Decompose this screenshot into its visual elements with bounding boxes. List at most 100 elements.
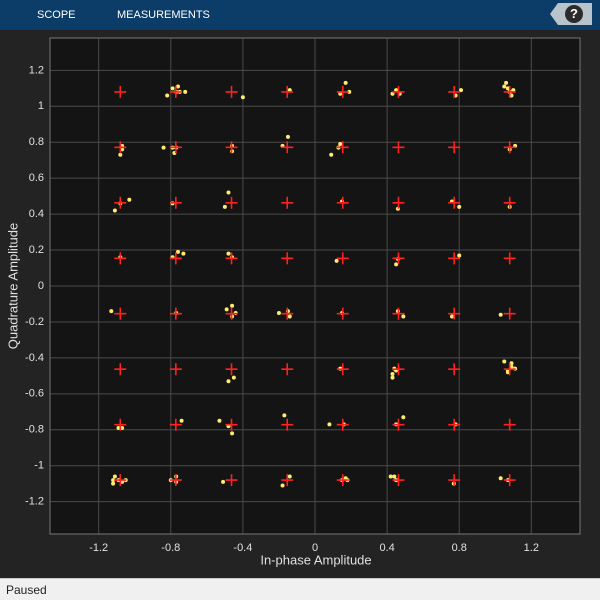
y-tick-label: -1: [34, 460, 44, 472]
received-symbol: [343, 80, 348, 85]
x-tick-label: -0.8: [161, 542, 180, 554]
received-symbol: [285, 134, 290, 139]
y-tick-label: 0.4: [29, 208, 44, 220]
reference-symbol: [114, 363, 127, 376]
reference-symbol: [169, 474, 182, 487]
received-symbol: [388, 474, 393, 479]
reference-symbol: [448, 418, 461, 431]
received-symbol: [450, 314, 455, 319]
received-symbol: [327, 422, 332, 427]
reference-symbol: [336, 418, 349, 431]
received-symbol: [109, 309, 114, 314]
reference-symbol: [448, 307, 461, 320]
plot-frame: [49, 37, 581, 535]
reference-symbol: [169, 196, 182, 209]
received-symbol: [112, 474, 117, 479]
y-tick-label: 1.2: [29, 64, 44, 76]
y-tick-label: -0.8: [25, 424, 44, 436]
received-symbol: [222, 204, 227, 209]
received-symbol: [221, 479, 226, 484]
received-symbol: [394, 262, 399, 267]
reference-symbol: [503, 141, 516, 154]
received-symbol: [390, 372, 395, 377]
reference-symbol: [169, 363, 182, 376]
received-symbol: [175, 249, 180, 254]
received-symbol: [338, 142, 343, 147]
x-tick-label: 0.4: [379, 542, 394, 554]
reference-symbol: [281, 363, 294, 376]
reference-symbol: [392, 141, 405, 154]
status-bar: Paused: [0, 578, 600, 600]
x-tick-label: 0.8: [452, 542, 467, 554]
received-symbol: [112, 208, 117, 213]
y-tick-label: -0.6: [25, 388, 44, 400]
tab[interactable]: MEASUREMENTS: [117, 9, 210, 21]
reference-symbol: [448, 85, 461, 98]
received-symbol: [502, 359, 507, 364]
received-symbol: [498, 312, 503, 317]
received-symbol: [401, 415, 406, 420]
tab[interactable]: SCOPE: [37, 9, 76, 21]
received-symbol: [118, 152, 123, 157]
y-tick-label: -0.4: [25, 352, 44, 364]
reference-symbol: [114, 196, 127, 209]
reference-symbol: [392, 363, 405, 376]
reference-symbol: [114, 418, 127, 431]
received-symbol: [226, 190, 231, 195]
help-button[interactable]: ?: [550, 3, 592, 25]
received-symbol: [127, 197, 132, 202]
received-symbol: [509, 93, 514, 98]
reference-symbol: [281, 196, 294, 209]
reference-symbol: [281, 252, 294, 265]
received-symbol: [280, 483, 285, 488]
reference-symbol: [392, 85, 405, 98]
reference-symbol: [392, 252, 405, 265]
reference-symbol: [225, 141, 238, 154]
reference-symbol: [225, 85, 238, 98]
y-axis-title: Quadrature Amplitude: [5, 223, 20, 349]
reference-symbol: [336, 363, 349, 376]
received-symbol: [509, 364, 514, 369]
received-symbol: [120, 425, 125, 430]
received-symbol: [161, 145, 166, 150]
reference-symbol: [336, 196, 349, 209]
received-symbol: [116, 425, 121, 430]
chart: In-phase Amplitude Quadrature Amplitude …: [5, 37, 581, 567]
reference-symbol: [225, 252, 238, 265]
received-symbol: [457, 204, 462, 209]
reference-symbol: [336, 85, 349, 98]
reference-symbol: [392, 307, 405, 320]
reference-symbol: [169, 252, 182, 265]
reference-symbol: [169, 85, 182, 98]
reference-symbol: [448, 252, 461, 265]
reference-symbol: [336, 474, 349, 487]
received-symbol: [224, 307, 229, 312]
received-symbol: [231, 375, 236, 380]
reference-symbol: [448, 141, 461, 154]
reference-symbol: [503, 363, 516, 376]
reference-symbol: [503, 196, 516, 209]
received-symbol: [509, 361, 514, 366]
received-symbol: [276, 310, 281, 315]
received-symbol: [504, 80, 509, 85]
reference-symbol: [281, 307, 294, 320]
reference-symbol: [114, 252, 127, 265]
received-symbol: [230, 431, 235, 436]
help-icon[interactable]: ?: [565, 5, 583, 23]
received-symbol: [226, 379, 231, 384]
reference-symbol: [114, 85, 127, 98]
y-tick-label: -0.2: [25, 316, 44, 328]
received-symbol: [240, 95, 245, 100]
y-tick-label: 0.6: [29, 172, 44, 184]
reference-symbol: [392, 196, 405, 209]
reference-symbol: [503, 252, 516, 265]
reference-symbol: [225, 474, 238, 487]
reference-symbol: [448, 474, 461, 487]
reference-symbol: [448, 363, 461, 376]
received-symbol: [111, 481, 116, 486]
received-symbol: [175, 84, 180, 89]
status-text: Paused: [6, 583, 47, 597]
reference-symbol: [114, 141, 127, 154]
received-symbol: [401, 314, 406, 319]
